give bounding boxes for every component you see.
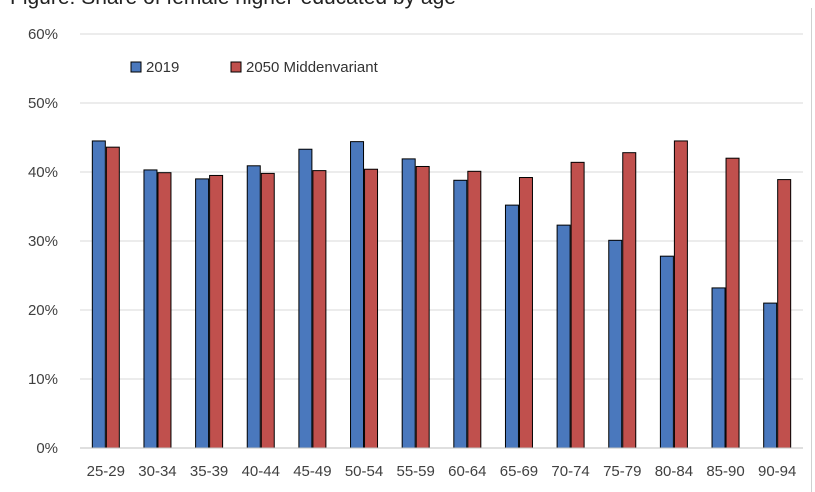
bar-2050-middenvariant-55-59 — [415, 165, 430, 449]
bar-2019-85-90 — [711, 287, 726, 449]
x-tick-label: 60-64 — [448, 463, 486, 480]
x-tick-label: 50-54 — [345, 463, 383, 480]
y-tick-label: 10% — [28, 371, 58, 388]
x-tick-label: 35-39 — [190, 463, 228, 480]
bar-2050-middenvariant-50-54 — [364, 168, 379, 449]
legend: 2019 2050 Middenvariant — [130, 59, 379, 76]
y-tick-label: 30% — [28, 233, 58, 250]
bar-2050-middenvariant-90-94 — [777, 179, 792, 449]
frame-border — [811, 8, 812, 492]
bar-2019-25-29 — [91, 140, 106, 449]
legend-swatch — [230, 61, 242, 73]
x-tick-label: 55-59 — [396, 463, 434, 480]
x-tick-label: 40-44 — [242, 463, 280, 480]
x-tick-label: 90-94 — [758, 463, 796, 480]
bar-2050-middenvariant-85-90 — [725, 157, 740, 449]
bar-2019-35-39 — [195, 178, 210, 449]
x-tick-label: 45-49 — [293, 463, 331, 480]
legend-swatch — [130, 61, 142, 73]
legend-label: 2050 Middenvariant — [246, 59, 379, 76]
bar-2019-45-49 — [298, 148, 313, 449]
bar-2050-middenvariant-80-84 — [673, 140, 688, 449]
bar-2019-70-74 — [556, 224, 571, 449]
bar-2050-middenvariant-45-49 — [312, 170, 327, 449]
bar-2050-middenvariant-30-34 — [157, 172, 172, 449]
bar-2019-65-69 — [504, 204, 519, 449]
x-tick-label: 75-79 — [603, 463, 641, 480]
bar-2050-middenvariant-60-64 — [467, 170, 482, 449]
bar-2019-30-34 — [143, 169, 158, 449]
bar-2019-90-94 — [763, 302, 778, 449]
bar-2019-60-64 — [453, 179, 468, 449]
x-tick-label: 70-74 — [551, 463, 589, 480]
bar-2050-middenvariant-35-39 — [209, 174, 224, 449]
bar-2019-75-79 — [608, 239, 623, 449]
bar-2050-middenvariant-25-29 — [105, 146, 120, 449]
y-tick-label: 40% — [28, 164, 58, 181]
y-axis-ticks: 0% 10% 20% 30% 40% 50% 60% — [28, 26, 58, 457]
bars — [91, 140, 792, 449]
x-tick-label: 30-34 — [138, 463, 176, 480]
bar-2050-middenvariant-70-74 — [570, 161, 585, 449]
x-tick-label: 85-90 — [706, 463, 744, 480]
bar-2019-80-84 — [659, 255, 674, 449]
x-tick-label: 25-29 — [87, 463, 125, 480]
x-tick-label: 65-69 — [500, 463, 538, 480]
y-tick-label: 60% — [28, 26, 58, 43]
bar-2050-middenvariant-65-69 — [518, 177, 533, 449]
gridlines — [80, 33, 803, 380]
bar-2050-middenvariant-40-44 — [260, 172, 275, 449]
bar-2019-55-59 — [401, 158, 416, 449]
x-axis-ticks: 25-29 30-34 35-39 40-44 45-49 50-54 55-59 60-64… — [87, 463, 797, 480]
x-tick-label: 80-84 — [655, 463, 693, 480]
bar-2019-50-54 — [350, 141, 365, 449]
y-tick-label: 0% — [36, 440, 58, 457]
y-tick-label: 50% — [28, 95, 58, 112]
cut-off-title: Figure: Share of female higher-educated … — [10, 0, 530, 10]
legend-label: 2019 — [146, 59, 179, 76]
bar-2050-middenvariant-75-79 — [622, 152, 637, 449]
y-tick-label: 20% — [28, 302, 58, 319]
bar-2019-40-44 — [246, 165, 261, 449]
